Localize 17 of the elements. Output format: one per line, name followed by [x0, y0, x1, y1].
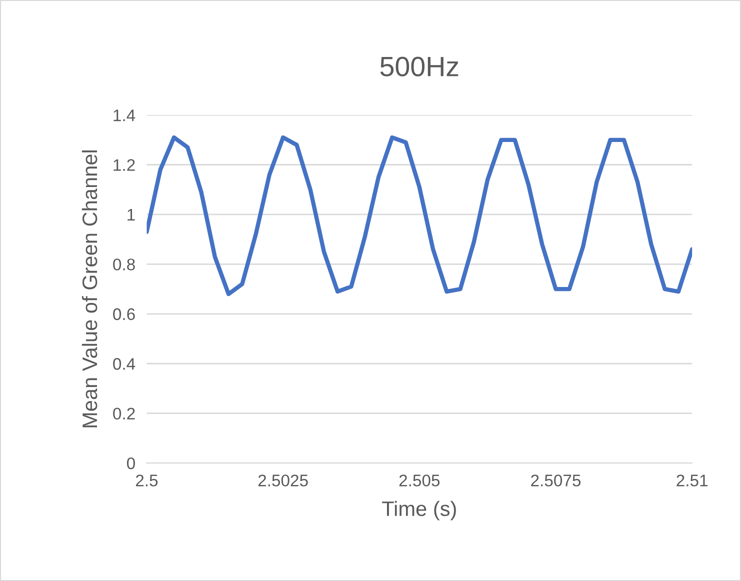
y-tick-label: 1.4 [114, 110, 136, 122]
y-tick-label: 0.8 [113, 258, 135, 270]
y-tick-label: 1.2 [114, 159, 135, 171]
x-axis-title: Time (s) [382, 500, 456, 520]
y-tick-label: 0.2 [113, 408, 135, 420]
x-tick-label: 2.5 [136, 474, 158, 486]
y-tick-label: 0 [126, 457, 135, 470]
line-series [146, 135, 692, 296]
x-tick-label: 2.51 [676, 474, 708, 486]
y-tick-label: 0.4 [113, 358, 136, 370]
x-tick-label: 2.5025 [258, 474, 308, 486]
x-tick-label: 2.5075 [531, 474, 581, 486]
x-tick-label: 2.505 [399, 474, 440, 486]
chart-title: 500Hz [380, 56, 458, 76]
y-tick-label: 0.6 [113, 308, 135, 320]
y-tick-label: 1 [128, 209, 135, 221]
y-axis-title: Mean Value of Green Channel [82, 150, 98, 428]
